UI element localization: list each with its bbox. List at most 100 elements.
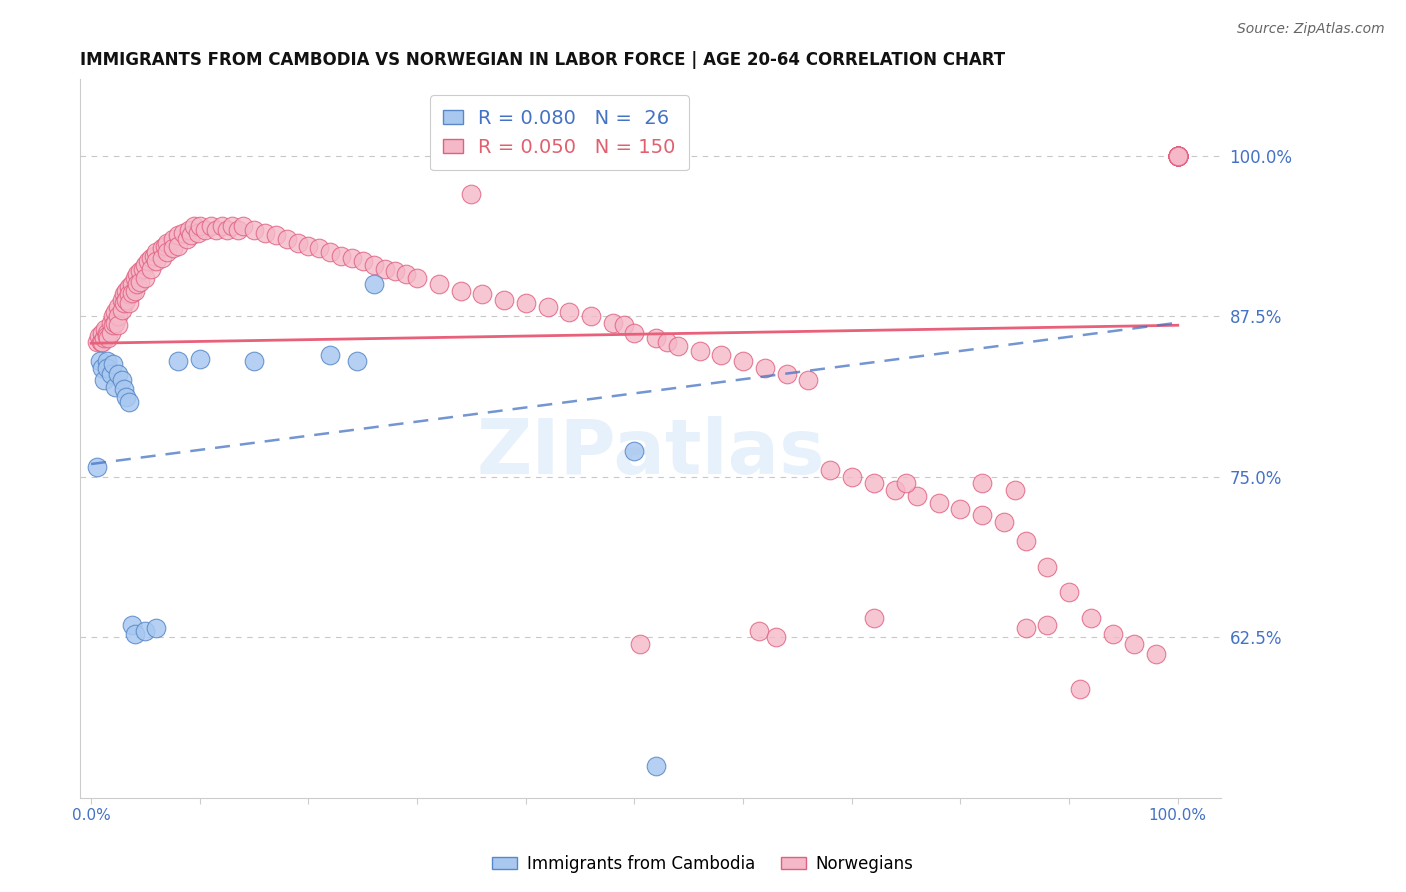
Norwegians	[253, 226, 276, 240]
Norwegians	[1167, 149, 1189, 163]
Norwegians	[187, 226, 209, 240]
Norwegians	[373, 261, 395, 276]
Norwegians	[754, 360, 776, 375]
Norwegians	[862, 611, 884, 625]
Norwegians	[330, 249, 353, 263]
Immigrants from Cambodia	[363, 277, 385, 292]
Norwegians	[110, 293, 132, 307]
Norwegians	[139, 252, 162, 266]
Norwegians	[115, 293, 138, 307]
Immigrants from Cambodia	[121, 617, 143, 632]
Norwegians	[107, 318, 129, 333]
Immigrants from Cambodia	[145, 622, 167, 636]
Immigrants from Cambodia	[100, 367, 122, 381]
Norwegians	[124, 270, 146, 285]
Norwegians	[1167, 149, 1189, 163]
Norwegians	[145, 254, 167, 268]
Norwegians	[308, 241, 330, 255]
Norwegians	[96, 328, 118, 343]
Norwegians	[107, 310, 129, 324]
Norwegians	[180, 228, 202, 243]
Norwegians	[132, 261, 155, 276]
Norwegians	[110, 302, 132, 317]
Norwegians	[579, 310, 602, 324]
Norwegians	[1080, 611, 1102, 625]
Norwegians	[139, 261, 162, 276]
Norwegians	[602, 316, 624, 330]
Norwegians	[765, 631, 787, 645]
Norwegians	[91, 326, 114, 340]
Norwegians	[613, 318, 636, 333]
Norwegians	[928, 495, 950, 509]
Legend: Immigrants from Cambodia, Norwegians: Immigrants from Cambodia, Norwegians	[485, 848, 921, 880]
Norwegians	[226, 223, 249, 237]
Norwegians	[156, 235, 179, 250]
Norwegians	[194, 223, 217, 237]
Norwegians	[134, 258, 156, 272]
Norwegians	[949, 502, 972, 516]
Norwegians	[183, 219, 205, 234]
Norwegians	[471, 287, 494, 301]
Norwegians	[1167, 149, 1189, 163]
Immigrants from Cambodia	[134, 624, 156, 638]
Norwegians	[733, 354, 755, 368]
Norwegians	[628, 637, 651, 651]
Norwegians	[118, 279, 141, 293]
Norwegians	[905, 489, 928, 503]
Immigrants from Cambodia	[96, 354, 118, 368]
Norwegians	[515, 296, 537, 310]
Norwegians	[884, 483, 907, 497]
Norwegians	[1167, 149, 1189, 163]
Norwegians	[115, 284, 138, 298]
Norwegians	[97, 331, 120, 345]
Norwegians	[972, 476, 994, 491]
Norwegians	[748, 624, 770, 638]
Norwegians	[460, 187, 482, 202]
Norwegians	[1014, 534, 1036, 549]
Norwegians	[101, 310, 124, 324]
Norwegians	[221, 219, 243, 234]
Norwegians	[1123, 637, 1146, 651]
Immigrants from Cambodia	[91, 360, 114, 375]
Norwegians	[862, 476, 884, 491]
Norwegians	[797, 374, 820, 388]
Immigrants from Cambodia	[188, 351, 211, 366]
Immigrants from Cambodia	[623, 444, 645, 458]
Text: IMMIGRANTS FROM CAMBODIA VS NORWEGIAN IN LABOR FORCE | AGE 20-64 CORRELATION CHA: IMMIGRANTS FROM CAMBODIA VS NORWEGIAN IN…	[80, 51, 1005, 69]
Norwegians	[1036, 617, 1059, 632]
Norwegians	[363, 258, 385, 272]
Norwegians	[215, 223, 238, 237]
Norwegians	[107, 300, 129, 314]
Norwegians	[162, 241, 184, 255]
Norwegians	[1167, 149, 1189, 163]
Norwegians	[156, 245, 179, 260]
Immigrants from Cambodia	[104, 380, 127, 394]
Norwegians	[340, 252, 363, 266]
Text: Source: ZipAtlas.com: Source: ZipAtlas.com	[1237, 22, 1385, 37]
Norwegians	[86, 334, 108, 349]
Norwegians	[666, 339, 689, 353]
Legend: R = 0.080   N =  26, R = 0.050   N = 150: R = 0.080 N = 26, R = 0.050 N = 150	[430, 95, 689, 170]
Norwegians	[1167, 149, 1189, 163]
Text: ZIPatlas: ZIPatlas	[477, 416, 825, 490]
Norwegians	[1167, 149, 1189, 163]
Norwegians	[96, 326, 118, 340]
Immigrants from Cambodia	[112, 383, 135, 397]
Norwegians	[1057, 585, 1080, 599]
Immigrants from Cambodia	[645, 759, 668, 773]
Norwegians	[450, 284, 472, 298]
Norwegians	[101, 318, 124, 333]
Norwegians	[243, 223, 266, 237]
Norwegians	[1167, 149, 1189, 163]
Norwegians	[689, 343, 711, 358]
Norwegians	[177, 223, 200, 237]
Norwegians	[104, 305, 127, 319]
Norwegians	[150, 241, 173, 255]
Norwegians	[264, 228, 287, 243]
Norwegians	[1167, 149, 1189, 163]
Immigrants from Cambodia	[115, 390, 138, 404]
Norwegians	[124, 284, 146, 298]
Norwegians	[558, 305, 581, 319]
Immigrants from Cambodia	[124, 626, 146, 640]
Immigrants from Cambodia	[101, 357, 124, 371]
